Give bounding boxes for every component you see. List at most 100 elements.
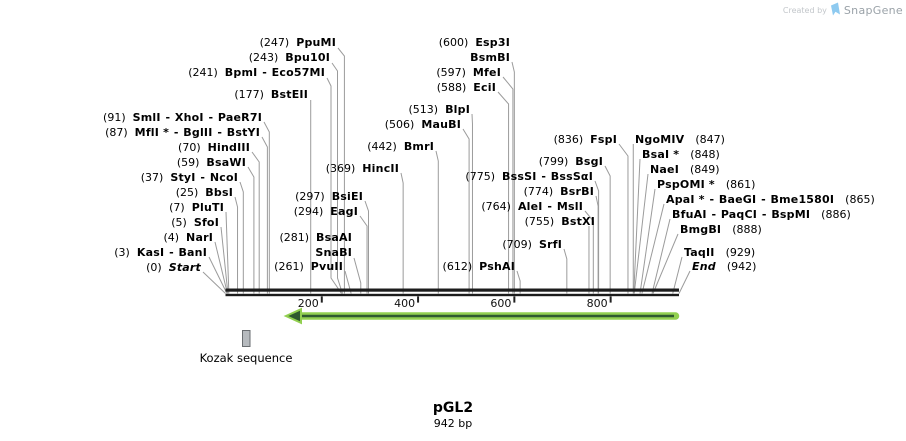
site-line-4 [214,241,228,294]
enzyme-name: StyI [170,171,196,184]
site-position: (942) [726,260,757,273]
site-label-600: (600) Esp3I BsmBI [439,35,510,65]
site-label-247: (247) PpuMI [260,35,336,50]
enzyme-name: HincII [362,162,399,175]
site-line-37 [239,181,244,294]
site-label-7: (7) PluTI [169,200,224,215]
site-label-836: (836) FspI [554,132,617,147]
site-position: (847) [695,133,725,146]
enzyme-name: BstXI [561,215,595,228]
enzyme-name: Bpu10I [285,51,330,64]
enzyme-name: BssSαI [550,170,593,183]
site-position: (774) [523,185,554,198]
enzyme-name: - [707,208,720,221]
snapgene-brand-text: SnapGene [843,3,903,17]
site-line-865 [641,203,665,294]
site-label-3: (3) KasI - BanI [114,245,207,260]
enzyme-name: BsgI [575,155,603,168]
site-position: (888) [732,223,762,236]
enzyme-name: SmlI [132,111,161,124]
site-line-3 [208,256,228,294]
site-line-297 [364,200,369,294]
site-line-5 [220,226,229,294]
site-line-861 [639,188,656,294]
site-line-70 [251,151,260,294]
kozak-marker [242,330,251,347]
site-position: (597) [436,66,466,79]
enzyme-name: - [204,111,217,124]
enzyme-name: PaeR7I [217,111,262,124]
site-label-861: PspOMI * (861) [657,177,755,192]
enzyme-name: FspI [590,133,617,146]
site-label-0: (0) Start [146,260,201,275]
site-label-942: End (942) [692,259,756,274]
site-position: (848) [690,148,720,161]
site-line-247 [337,47,345,294]
site-label-87: (87) MflI * - BglII - BstYI [105,125,260,140]
site-position: (764) [481,200,511,213]
site-label-294: (294) EagI [294,204,358,219]
site-position: (281) [279,231,310,244]
enzyme-name: BpmI [224,66,258,79]
site-label-775: (775) BssSI - BssSαI [465,169,593,184]
enzyme-name: PspOMI * [657,178,715,191]
enzyme-name: ApaI * [666,193,705,206]
enzyme-name: BmgBI [680,223,722,236]
enzyme-name: BstYI [226,126,260,139]
site-line-87 [261,136,268,294]
site-position: (3) [114,246,130,259]
site-label-513: (513) BlpI [408,102,470,117]
site-position: (91) [103,111,126,124]
site-label-755: (755) BstXI [525,214,595,229]
map-title-block: pGL2 942 bp [433,400,473,430]
site-label-25: (25) BbsI [176,185,233,200]
site-label-177: (177) BstEII [234,87,308,102]
enzyme-name: XhoI [174,111,204,124]
site-label-849: NaeI (849) [650,162,720,177]
site-label-774: (774) BsrBI [524,184,594,199]
enzyme-name: BsaAI [316,231,352,244]
site-label-709: (709) SrfI [502,237,562,252]
site-position: (243) [248,51,279,64]
enzyme-name: BfuAI [672,208,707,221]
site-label-70: (70) HindIII [178,140,250,155]
site-line-942 [678,270,691,294]
site-position: (799) [538,155,569,168]
site-label-261: (261) PvuII [274,259,343,274]
site-label-442: (442) BmrI [367,139,434,154]
site-label-91: (91) SmlI - XhoI - PaeR7I [103,110,262,125]
enzyme-name: - [537,170,550,183]
enzyme-name: - [757,193,770,206]
site-line-369 [400,172,404,294]
site-position: (588) [436,81,467,94]
site-label-865: ApaI * - BaeGI - Bme1580I (865) [666,192,875,207]
site-label-297: (297) BsiEI [295,189,363,204]
site-position: (506) [384,118,415,131]
enzyme-name: Start [168,261,201,274]
enzyme-name: Eco57MI [271,66,325,79]
site-line-588 [497,91,510,294]
site-position: (929) [725,246,756,259]
site-label-888: BmgBI (888) [680,222,762,237]
enzyme-name: BssSI [502,170,537,183]
enzyme-name: - [758,208,771,221]
site-position: (241) [188,66,218,79]
site-label-886: BfuAI - PaqCI - BspMI (886) [672,207,851,222]
site-label-597: (597) MfeI [436,65,501,80]
site-line-59 [247,166,255,294]
site-line-774 [595,195,599,294]
site-position: (37) [140,171,164,184]
site-line-709 [563,248,568,294]
ruler-tick-label-800: 800 [586,296,608,310]
site-line-294 [359,215,368,294]
site-line-764 [584,210,594,294]
enzyme-name: HindIII [207,141,250,154]
site-label-848: BsaI * (848) [642,147,720,162]
snapgene-watermark: Created by SnapGene [783,2,903,18]
enzyme-name: PaqCI [720,208,758,221]
site-position: (755) [524,215,555,228]
site-label-369: (369) HincII [326,161,399,176]
enzyme-name: TaqII [684,246,715,259]
map-length: 942 bp [433,417,473,430]
